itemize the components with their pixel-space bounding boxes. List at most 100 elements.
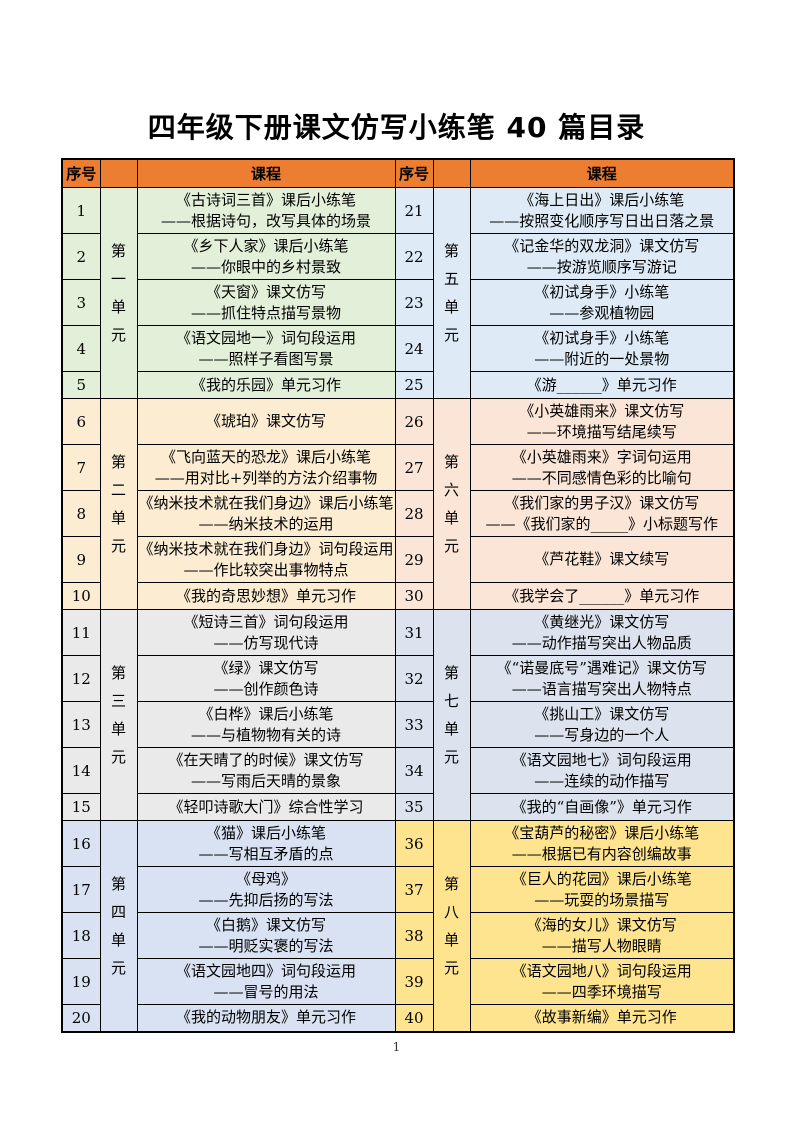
course-line: 《轻叩诗歌大门》综合性学习 bbox=[168, 797, 364, 816]
row-number-cell: 25 bbox=[394, 371, 434, 399]
table-row: 14 《在天晴了的时候》课文仿写 ——写雨后天晴的景象 34 《语文园地七》词句段运用 —… bbox=[61, 747, 735, 794]
course-line: ——照样子看图写景 bbox=[198, 349, 334, 368]
course-cell: 《语文园地四》词句段运用 ——冒号的用法 bbox=[136, 958, 396, 1005]
table-row: 9 《纳米技术就在我们身边》词句段运用 ——作比较突出事物特点 29 《芦花鞋》课文续写 bbox=[61, 536, 735, 583]
course-cell: 《记金华的双龙洞》课文仿写 ——按游览顺序写游记 bbox=[469, 233, 735, 280]
table-row: 4 《语文园地一》词句段运用 ——照样子看图写景 24 《初试身手》小练笔 ——附近的一处… bbox=[61, 325, 735, 372]
course-line: 《琥珀》课文仿写 bbox=[205, 412, 326, 430]
table-row: 20 《我的动物朋友》单元习作 40 《故事新编》单元习作 bbox=[61, 1004, 735, 1032]
row-number-cell: 34 bbox=[394, 747, 434, 794]
unit-char: 一 bbox=[110, 270, 126, 288]
unit-char: 六 bbox=[443, 481, 459, 499]
course-line: ——你眼中的乡村景致 bbox=[190, 257, 341, 276]
course-cell: 《语文园地七》词句段运用 ——连续的动作描写 bbox=[469, 747, 735, 794]
row-number-cell: 35 bbox=[394, 793, 434, 821]
unit-char: 单 bbox=[443, 720, 459, 738]
unit-char: 元 bbox=[110, 326, 126, 344]
course-line: 《“诺曼底号”遇难记》课文仿写 bbox=[496, 658, 707, 677]
course-line: ——《我们家的_____》小标题写作 bbox=[485, 514, 718, 533]
row-number-cell: 9 bbox=[61, 536, 101, 583]
table-row: 10 《我的奇思妙想》单元习作 30 《我学会了______》单元习作 bbox=[61, 582, 735, 610]
course-line: ——仿写现代诗 bbox=[213, 633, 319, 652]
unit-char: 元 bbox=[443, 958, 459, 977]
course-cell: 《芦花鞋》课文续写 bbox=[469, 536, 735, 583]
header-course-left: 课程 bbox=[136, 158, 396, 188]
course-line: 《故事新编》单元习作 bbox=[526, 1008, 677, 1027]
row-number-cell: 7 bbox=[61, 444, 101, 491]
course-cell: 《我的动物朋友》单元习作 bbox=[136, 1004, 396, 1032]
course-line: ——按游览顺序写游记 bbox=[526, 257, 677, 276]
unit-char: 第 bbox=[110, 242, 126, 260]
header-num-right: 序号 bbox=[394, 158, 434, 188]
row-number-cell: 19 bbox=[61, 958, 101, 1005]
unit-char: 第 bbox=[110, 874, 126, 893]
course-line: ——按照变化顺序写日出日落之景 bbox=[489, 211, 715, 230]
course-line: 《我的奇思妙想》单元习作 bbox=[175, 586, 356, 605]
row-number-cell: 38 bbox=[394, 912, 434, 959]
course-line: 《乡下人家》课后小练笔 bbox=[183, 236, 349, 255]
unit-char: 元 bbox=[110, 748, 126, 766]
course-cell: 《飞向蓝天的恐龙》课后小练笔 ——用对比+列举的方法介绍事物 bbox=[136, 444, 396, 491]
table-row: 1 第一单元《古诗词三首》课后小练笔 ——根据诗句，改写具体的场景 21 第五单元《海上… bbox=[61, 187, 735, 399]
row-number-cell: 26 bbox=[394, 398, 434, 445]
course-cell: 《海的女儿》课文仿写 ——描写人物眼睛 bbox=[469, 912, 735, 959]
row-number-cell: 16 bbox=[61, 820, 101, 867]
row-number-cell: 6 bbox=[61, 398, 101, 445]
course-line: 《小英雄雨来》字词句运用 bbox=[511, 447, 692, 466]
unit-cell: 第二单元 bbox=[99, 398, 138, 610]
row-number-cell: 39 bbox=[394, 958, 434, 1005]
course-line: ——动作描写突出人物品质 bbox=[511, 633, 692, 652]
row-number-cell: 12 bbox=[61, 655, 101, 702]
unit-char: 第 bbox=[110, 664, 126, 682]
unit-char: 七 bbox=[443, 692, 459, 710]
course-line: 《母鸡》 bbox=[235, 869, 296, 888]
course-cell: 《琥珀》课文仿写 bbox=[136, 398, 396, 445]
unit-cell: 第一单元 bbox=[99, 187, 138, 399]
row-number-cell: 8 bbox=[61, 490, 101, 537]
row-number-cell: 32 bbox=[394, 655, 434, 702]
table-row: 3 《天窗》课文仿写 ——抓住特点描写景物 23 《初试身手》小练笔 ——参观植物园 bbox=[61, 279, 735, 326]
course-line: 《小英雄雨来》课文仿写 bbox=[519, 401, 685, 420]
course-line: ——环境描写结尾续写 bbox=[526, 422, 677, 441]
course-cell: 《轻叩诗歌大门》综合性学习 bbox=[136, 793, 396, 821]
course-line: ——与植物物有关的诗 bbox=[190, 725, 341, 744]
unit-cell: 第六单元 bbox=[432, 398, 471, 610]
course-line: 《初试身手》小练笔 bbox=[534, 328, 670, 347]
row-number-cell: 11 bbox=[61, 609, 101, 656]
course-cell: 《语文园地一》词句段运用 ——照样子看图写景 bbox=[136, 325, 396, 372]
course-line: 《我学会了______》单元习作 bbox=[504, 586, 700, 605]
course-cell: 《白鹅》课文仿写 ——明贬实褒的写法 bbox=[136, 912, 396, 959]
table-row: 12 《绿》课文仿写 ——创作颜色诗 32 《“诺曼底号”遇难记》课文仿写 ——语言描写突… bbox=[61, 655, 735, 702]
course-line: 《我的动物朋友》单元习作 bbox=[175, 1008, 356, 1027]
course-cell: 《古诗词三首》课后小练笔 ——根据诗句，改写具体的场景 bbox=[136, 187, 396, 234]
table-row: 11 第三单元《短诗三首》词句段运用 ——仿写现代诗 31 第七单元《黄继光》课文仿写 —… bbox=[61, 609, 735, 821]
unit-char: 单 bbox=[443, 298, 459, 316]
table-row: 2 《乡下人家》课后小练笔 ——你眼中的乡村景致 22 《记金华的双龙洞》课文仿写 ——按… bbox=[61, 233, 735, 280]
course-cell: 《挑山工》课文仿写 ——写身边的一个人 bbox=[469, 701, 735, 748]
unit-char: 元 bbox=[443, 537, 459, 555]
course-cell: 《我的乐园》单元习作 bbox=[136, 371, 396, 399]
row-number-cell: 4 bbox=[61, 325, 101, 372]
course-line: 《海上日出》课后小练笔 bbox=[519, 190, 685, 209]
course-cell: 《我们家的男子汉》课文仿写 ——《我们家的_____》小标题写作 bbox=[469, 490, 735, 537]
course-cell: 《猫》课后小练笔 ——写相互矛盾的点 bbox=[136, 820, 396, 867]
course-line: 《巨人的花园》课后小练笔 bbox=[511, 869, 692, 888]
table-header-row: 序号 课程 序号 课程 bbox=[61, 158, 735, 188]
course-line: 《我的乐园》单元习作 bbox=[190, 375, 341, 394]
unit-cell: 第五单元 bbox=[432, 187, 471, 399]
course-line: 《海的女儿》课文仿写 bbox=[526, 915, 677, 934]
unit-char: 第 bbox=[443, 664, 459, 682]
course-cell: 《我的奇思妙想》单元习作 bbox=[136, 582, 396, 610]
course-cell: 《故事新编》单元习作 bbox=[469, 1004, 735, 1032]
table-row: 18 《白鹅》课文仿写 ——明贬实褒的写法 38 《海的女儿》课文仿写 ——描写人物眼睛 bbox=[61, 912, 735, 959]
unit-char: 第 bbox=[110, 453, 126, 471]
unit-char: 第 bbox=[443, 874, 459, 893]
unit-char: 四 bbox=[110, 902, 126, 921]
row-number-cell: 24 bbox=[394, 325, 434, 372]
unit-cell: 第四单元 bbox=[99, 820, 138, 1032]
row-number-cell: 33 bbox=[394, 701, 434, 748]
course-cell: 《巨人的花园》课后小练笔 ——玩耍的场景描写 bbox=[469, 866, 735, 913]
course-cell: 《纳米技术就在我们身边》词句段运用 ——作比较突出事物特点 bbox=[136, 536, 396, 583]
unit-cell: 第八单元 bbox=[432, 820, 471, 1032]
course-line: ——附近的一处景物 bbox=[534, 349, 670, 368]
